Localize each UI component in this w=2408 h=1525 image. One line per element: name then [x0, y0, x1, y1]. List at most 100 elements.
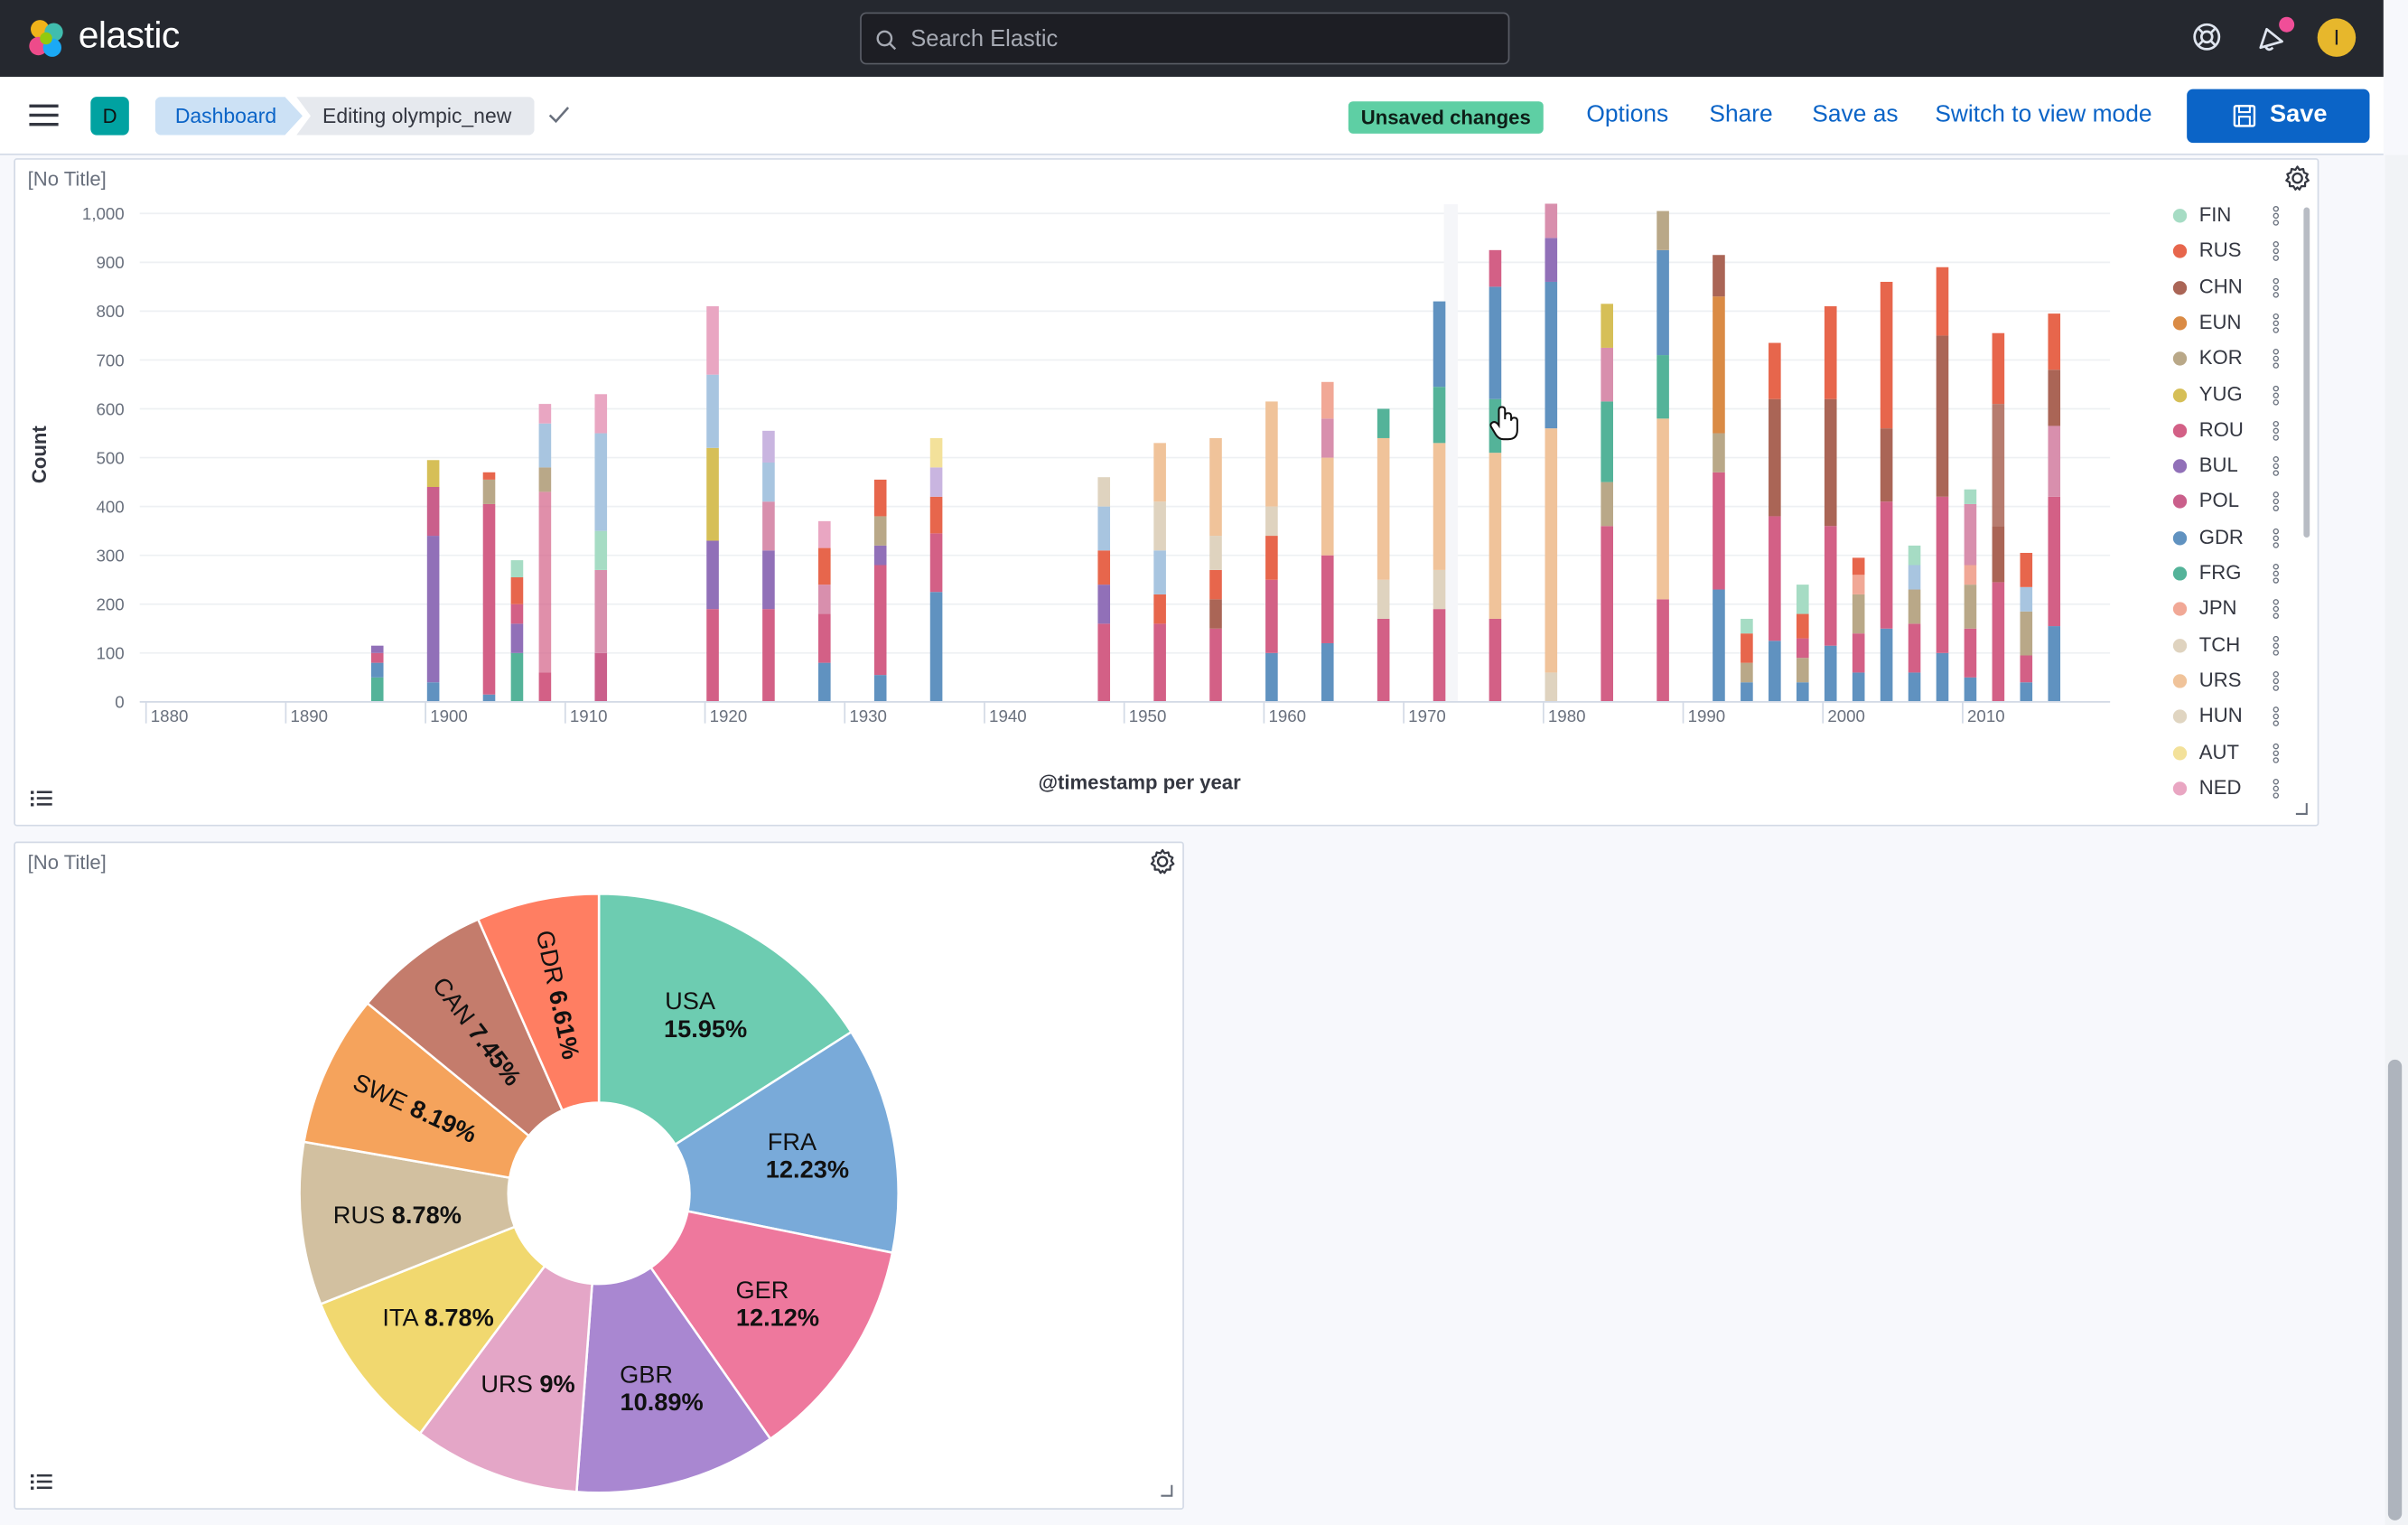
pie-slice[interactable] [303, 1001, 531, 1180]
bar-segment[interactable] [1265, 536, 1278, 580]
resize-handle-icon[interactable] [1160, 1483, 1173, 1497]
pie-slice[interactable] [673, 1030, 900, 1255]
bar-segment[interactable] [1936, 335, 1949, 497]
bar-segment[interactable] [1321, 418, 1334, 458]
more-actions-icon[interactable] [2273, 420, 2280, 441]
bar-segment[interactable] [706, 374, 719, 448]
bar-column[interactable] [706, 305, 719, 702]
bar-segment[interactable] [538, 467, 552, 492]
more-actions-icon[interactable] [2273, 528, 2280, 548]
bar-column[interactable] [2048, 313, 2061, 702]
bar-column[interactable] [1964, 489, 1977, 702]
bar-segment[interactable] [1796, 613, 1809, 639]
bar-segment[interactable] [1769, 641, 1781, 702]
brand-name[interactable]: elastic [78, 14, 181, 57]
bar-segment[interactable] [1964, 503, 1977, 566]
pie-slice[interactable] [418, 1264, 593, 1493]
bar-column[interactable] [1852, 557, 1865, 702]
newsfeed-icon[interactable] [2256, 20, 2287, 53]
legend-item[interactable]: AUT [2170, 738, 2292, 769]
bar-segment[interactable] [1992, 582, 2005, 702]
bar-segment[interactable] [2020, 655, 2033, 683]
gear-icon[interactable] [2283, 164, 2311, 192]
legend-item[interactable]: NED [2170, 773, 2292, 804]
bar-segment[interactable] [1377, 408, 1390, 438]
bar-segment[interactable] [1545, 203, 1558, 239]
bar-segment[interactable] [1377, 579, 1390, 619]
bar-segment[interactable] [510, 652, 524, 702]
bar-segment[interactable] [818, 662, 831, 702]
bar-segment[interactable] [1880, 628, 1893, 702]
more-actions-icon[interactable] [2273, 384, 2280, 405]
bar-segment[interactable] [1097, 623, 1111, 702]
bar-segment[interactable] [1545, 238, 1558, 282]
legend-item[interactable]: GDR [2170, 523, 2292, 554]
bar-segment[interactable] [1657, 418, 1669, 600]
bar-column[interactable] [1657, 211, 1669, 702]
bar-segment[interactable] [1489, 249, 1502, 287]
bar-segment[interactable] [1769, 516, 1781, 641]
bar-segment[interactable] [1209, 599, 1222, 629]
bar-segment[interactable] [1433, 569, 1446, 610]
bar-segment[interactable] [1713, 255, 1725, 297]
bar-segment[interactable] [1265, 401, 1278, 507]
legend-item[interactable]: FRG [2170, 559, 2292, 590]
bar-segment[interactable] [818, 613, 831, 663]
bar-column[interactable] [2020, 552, 2033, 702]
bar-segment[interactable] [510, 603, 524, 624]
bar-segment[interactable] [1964, 489, 1977, 504]
legend-item[interactable]: URS [2170, 667, 2292, 697]
bar-segment[interactable] [594, 394, 608, 434]
bar-column[interactable] [510, 560, 524, 702]
bar-segment[interactable] [1433, 387, 1446, 444]
bar-segment[interactable] [1880, 281, 1893, 429]
legend-item[interactable]: YUG [2170, 380, 2292, 411]
legend-item[interactable]: KOR [2170, 344, 2292, 375]
more-actions-icon[interactable] [2273, 599, 2280, 620]
bar-segment[interactable] [873, 516, 887, 546]
bar-segment[interactable] [370, 662, 384, 678]
bar-segment[interactable] [818, 547, 831, 585]
global-search[interactable] [860, 12, 1510, 65]
bar-segment[interactable] [1545, 672, 1558, 702]
bar-segment[interactable] [370, 645, 384, 653]
more-actions-icon[interactable] [2273, 205, 2280, 226]
more-actions-icon[interactable] [2273, 670, 2280, 691]
bar-column[interactable] [426, 460, 440, 702]
bar-segment[interactable] [1908, 565, 1921, 590]
bar-segment[interactable] [1880, 428, 1893, 502]
bar-segment[interactable] [1908, 545, 1921, 566]
bar-segment[interactable] [1433, 301, 1446, 388]
legend-toggle-icon[interactable] [31, 790, 52, 808]
bar-segment[interactable] [873, 479, 887, 517]
bar-segment[interactable] [2048, 426, 2061, 497]
legend-item[interactable]: ROU [2170, 416, 2292, 446]
gear-icon[interactable] [1149, 847, 1177, 875]
more-actions-icon[interactable] [2273, 277, 2280, 297]
pie-slice[interactable] [298, 1140, 517, 1306]
bar-column[interactable] [1545, 203, 1558, 702]
more-actions-icon[interactable] [2273, 313, 2280, 333]
bar-segment[interactable] [818, 585, 831, 614]
bar-segment[interactable] [929, 437, 943, 468]
bar-segment[interactable] [510, 623, 524, 653]
bar-segment[interactable] [1936, 496, 1949, 653]
bar-segment[interactable] [818, 520, 831, 548]
bar-segment[interactable] [706, 447, 719, 541]
bar-segment[interactable] [510, 560, 524, 578]
bar-segment[interactable] [1852, 575, 1865, 594]
bar-segment[interactable] [1153, 623, 1166, 702]
user-avatar[interactable]: I [2317, 18, 2357, 57]
legend-item[interactable]: BUL [2170, 452, 2292, 482]
legend-item[interactable]: HUN [2170, 702, 2292, 733]
bar-segment[interactable] [1433, 443, 1446, 570]
legend-item[interactable]: CHN [2170, 273, 2292, 304]
bar-segment[interactable] [1153, 594, 1166, 624]
bar-segment[interactable] [706, 540, 719, 610]
bar-column[interactable] [818, 520, 831, 702]
more-actions-icon[interactable] [2273, 706, 2280, 727]
bar-segment[interactable] [1153, 501, 1166, 551]
bar-segment[interactable] [1713, 589, 1725, 702]
bar-segment[interactable] [1992, 526, 2005, 583]
more-actions-icon[interactable] [2273, 778, 2280, 799]
